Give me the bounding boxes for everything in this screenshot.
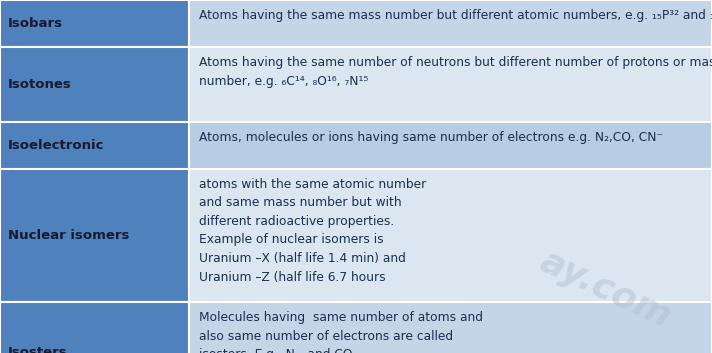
Text: also same number of electrons are called: also same number of electrons are called [199,329,453,342]
Text: Atoms having the same number of neutrons but different number of protons or mass: Atoms having the same number of neutrons… [199,56,712,69]
Text: Molecules having  same number of atoms and: Molecules having same number of atoms an… [199,311,483,324]
Text: and same mass number but with: and same mass number but with [199,197,402,209]
Text: Isotones: Isotones [8,78,72,91]
Bar [189,302,712,353]
Bar [0,122,189,169]
Text: Atoms having the same mass number but different atomic numbers, e.g. ₁₅P³² and ₁: Atoms having the same mass number but di… [199,9,712,22]
Bar [0,169,189,302]
Text: number, e.g. ₆C¹⁴, ₈O¹⁶, ₇N¹⁵: number, e.g. ₆C¹⁴, ₈O¹⁶, ₇N¹⁵ [199,74,368,88]
Bar [0,47,189,122]
Text: Example of nuclear isomers is: Example of nuclear isomers is [199,233,383,246]
Bar [0,302,189,353]
Text: atoms with the same atomic number: atoms with the same atomic number [199,178,426,191]
Text: Atoms, molecules or ions having same number of electrons e.g. N₂,CO, CN⁻: Atoms, molecules or ions having same num… [199,131,663,144]
Text: Isoelectronic: Isoelectronic [8,139,105,152]
Text: Nuclear isomers: Nuclear isomers [8,229,130,242]
Text: isosters. E.g., N₂  and CO: isosters. E.g., N₂ and CO [199,348,352,353]
Text: ay.com: ay.com [534,244,676,335]
Text: Uranium –X (half life 1.4 min) and: Uranium –X (half life 1.4 min) and [199,252,406,265]
Bar [189,122,712,169]
Text: Isosters: Isosters [8,346,68,353]
Bar [189,0,712,47]
Bar [0,0,189,47]
Bar [189,47,712,122]
Text: different radioactive properties.: different radioactive properties. [199,215,394,228]
Text: Uranium –Z (half life 6.7 hours: Uranium –Z (half life 6.7 hours [199,270,385,283]
Bar [189,169,712,302]
Text: Isobars: Isobars [8,17,63,30]
